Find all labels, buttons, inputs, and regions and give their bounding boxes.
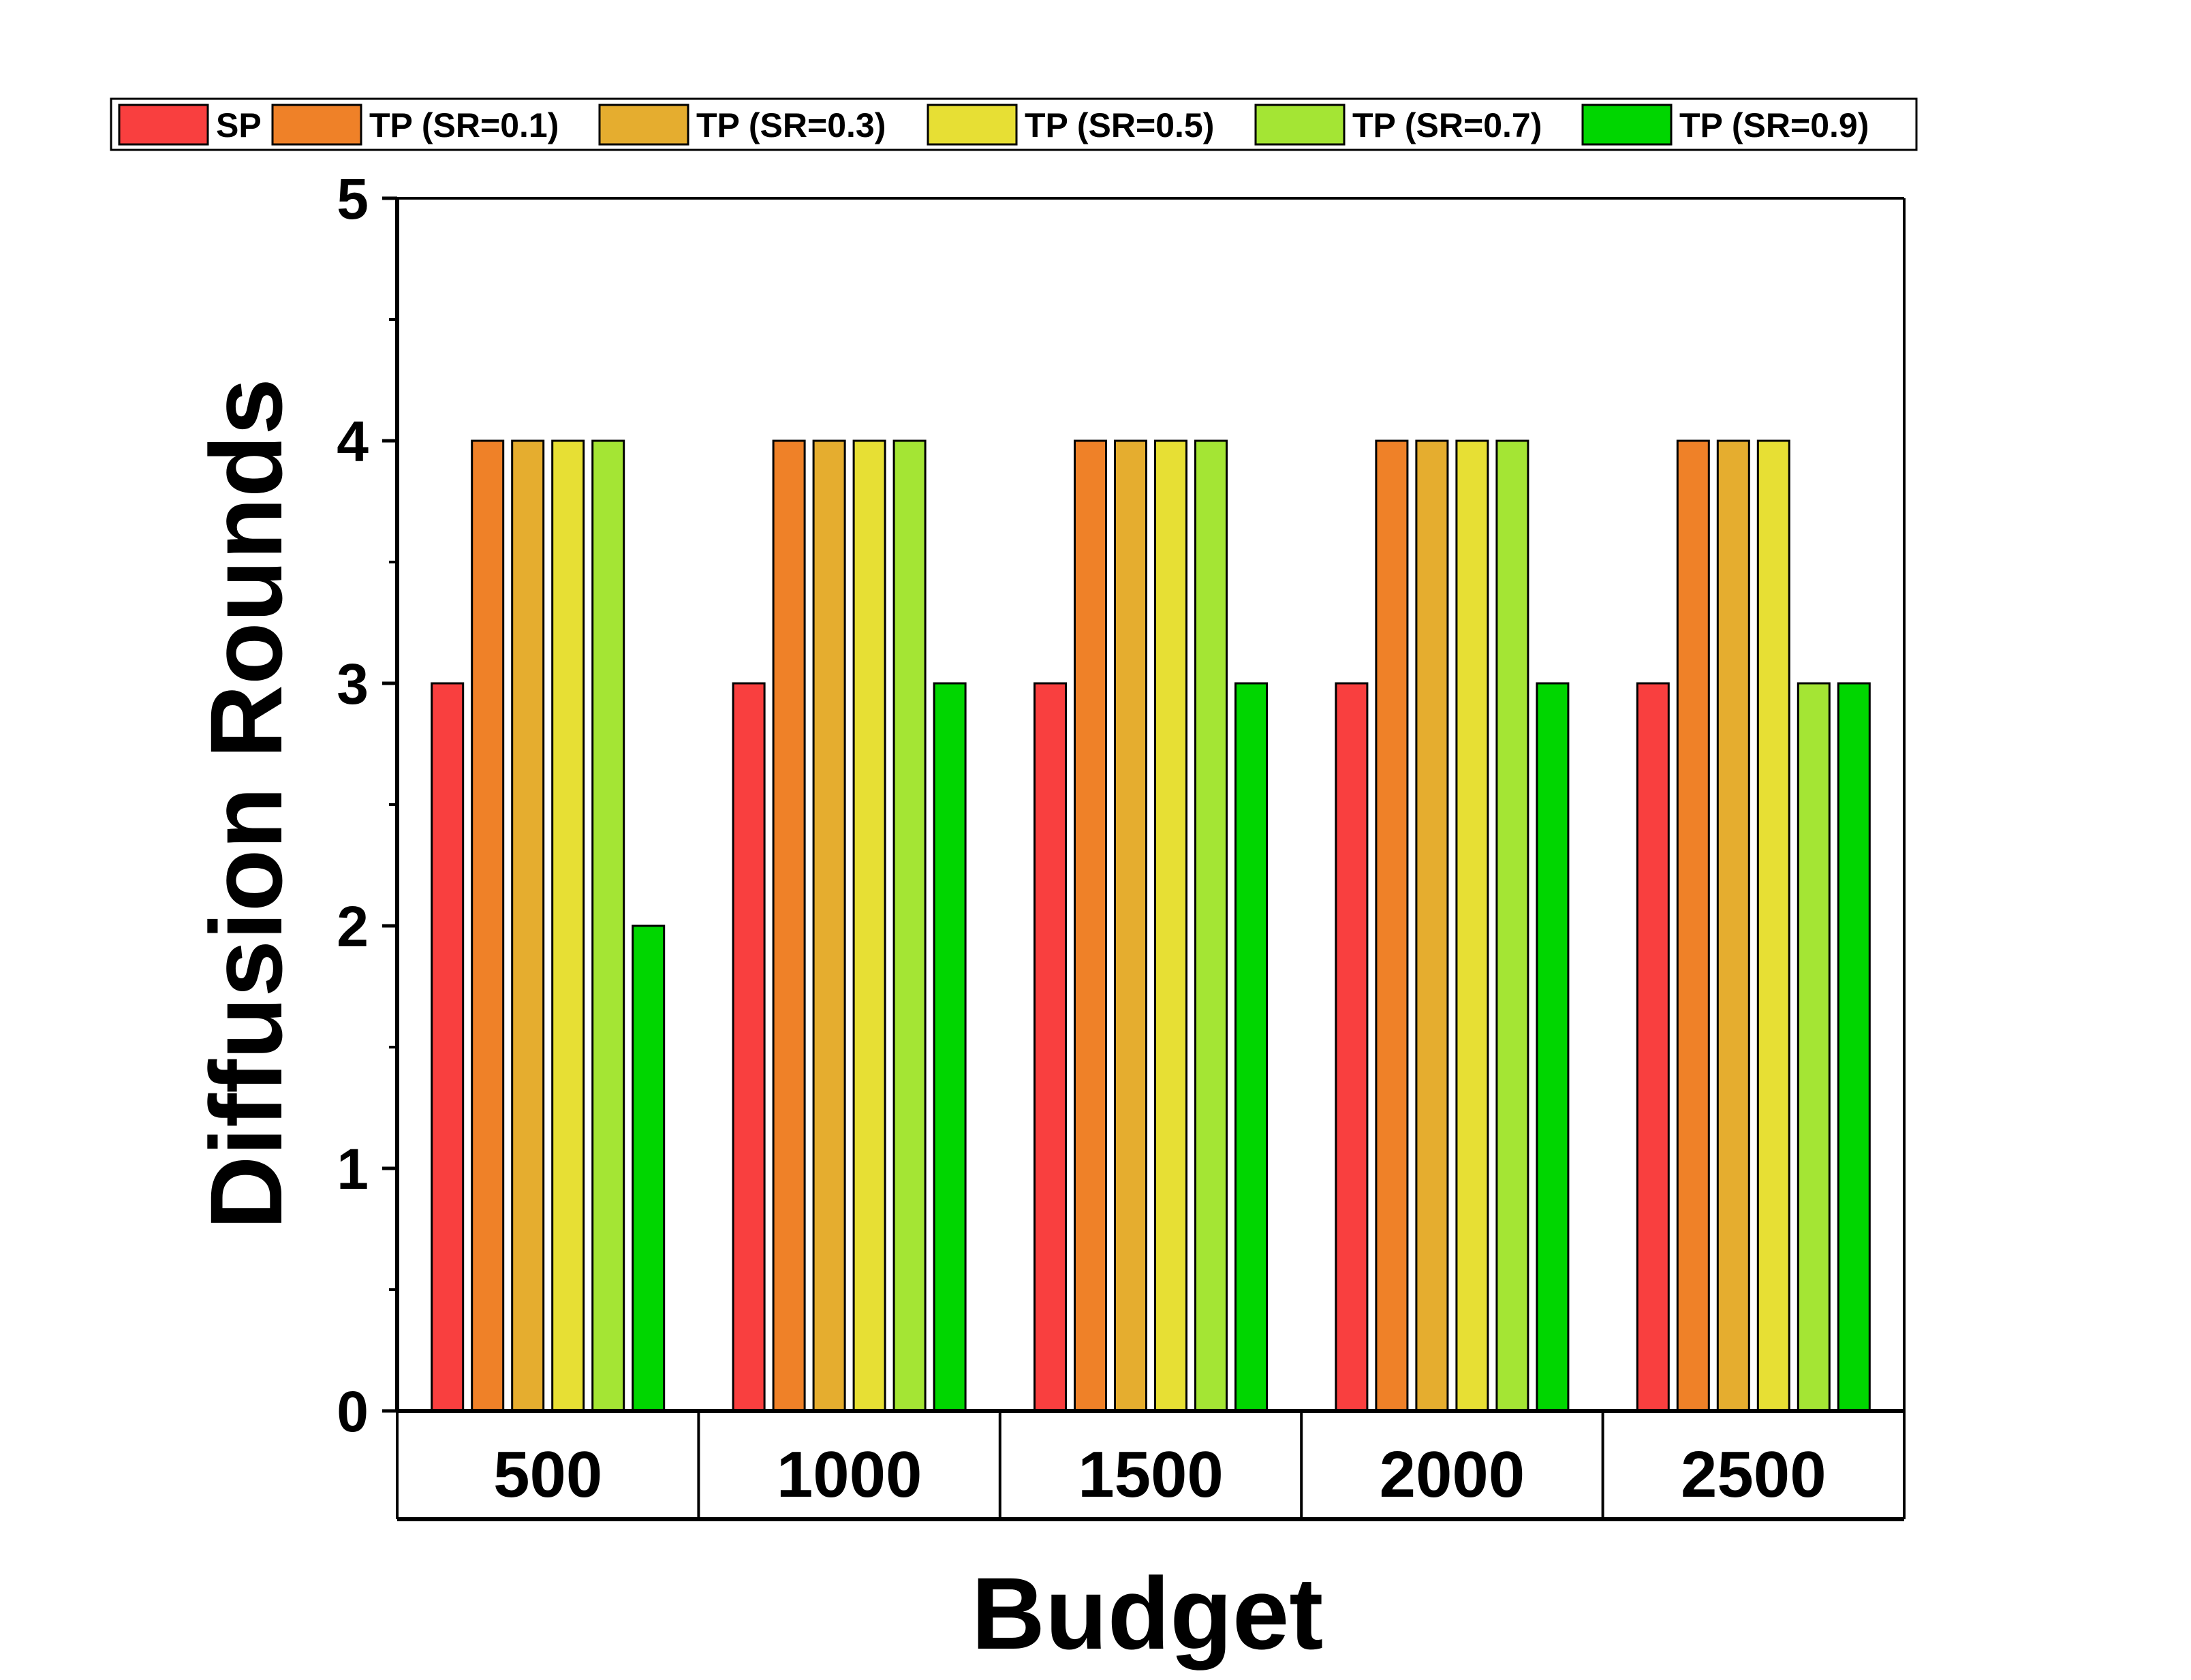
legend-swatch [598, 104, 689, 146]
axes: 500 1000 1500 2000 2500 0 1 2 3 4 5 [337, 167, 1906, 1521]
bar-2500-tp-sr-0-3 [1716, 439, 1750, 1412]
bar-500-tp-sr-0-1 [471, 439, 505, 1412]
bar-2000-tp-sr-0-7 [1495, 439, 1529, 1412]
y-axis-label: Diffusion Rounds [189, 378, 303, 1230]
bar-2500-tp-sr-0-5 [1756, 439, 1790, 1412]
bar-500-sp [431, 682, 465, 1412]
bar-2500-tp-sr-0-9 [1837, 682, 1871, 1412]
y-tick-label: 4 [337, 409, 369, 473]
bar-1000-sp [732, 682, 766, 1412]
legend-swatch [1254, 104, 1346, 146]
x-tick-label: 1500 [1078, 1438, 1224, 1511]
bar-2000-tp-sr-0-5 [1455, 439, 1489, 1412]
x-tick-label: 500 [493, 1438, 602, 1511]
bar-2000-sp [1335, 682, 1369, 1412]
bar-2000-tp-sr-0-1 [1375, 439, 1409, 1412]
bars [431, 439, 1871, 1412]
bar-1500-sp [1034, 682, 1067, 1412]
bar-500-tp-sr-0-7 [591, 439, 625, 1412]
legend: SP TP (SR=0.1) TP (SR=0.3) TP (SR=0.5) TP (S… [110, 97, 1918, 151]
bar-500-tp-sr-0-5 [551, 439, 585, 1412]
x-tick-label: 2500 [1681, 1438, 1827, 1511]
y-tick-label: 5 [337, 167, 369, 231]
y-tick-label: 1 [337, 1137, 369, 1201]
legend-label: TP (SR=0.7) [1352, 106, 1542, 144]
bar-500-tp-sr-0-3 [511, 439, 545, 1412]
y-tick-label: 2 [337, 895, 369, 959]
x-tick-label: 1000 [777, 1438, 922, 1511]
bar-2000-tp-sr-0-9 [1536, 682, 1570, 1412]
bar-500-tp-sr-0-9 [632, 924, 666, 1412]
bar-1500-tp-sr-0-1 [1074, 439, 1107, 1412]
legend-swatch [927, 104, 1018, 146]
bar-2500-tp-sr-0-7 [1797, 682, 1831, 1412]
legend-label: TP (SR=0.9) [1679, 106, 1869, 144]
legend-swatch [271, 104, 362, 146]
legend-label: TP (SR=0.1) [369, 106, 559, 144]
bar-1000-tp-sr-0-3 [812, 439, 846, 1412]
bar-1000-tp-sr-0-9 [933, 682, 967, 1412]
bar-1500-tp-sr-0-9 [1234, 682, 1268, 1412]
bar-1000-tp-sr-0-5 [852, 439, 886, 1412]
x-tick-label: 2000 [1380, 1438, 1525, 1511]
bar-2000-tp-sr-0-3 [1415, 439, 1449, 1412]
bar-1000-tp-sr-0-7 [892, 439, 927, 1412]
y-tick-label: 0 [337, 1380, 369, 1444]
y-tick-label: 3 [337, 652, 369, 716]
legend-label: TP (SR=0.5) [1025, 106, 1214, 144]
bar-1500-tp-sr-0-5 [1154, 439, 1187, 1412]
bar-2500-tp-sr-0-1 [1676, 439, 1710, 1412]
legend-label: SP [216, 106, 262, 144]
bar-1500-tp-sr-0-7 [1194, 439, 1228, 1412]
legend-swatch [1581, 104, 1673, 146]
bar-1000-tp-sr-0-1 [772, 439, 806, 1412]
bar-1500-tp-sr-0-3 [1114, 439, 1147, 1412]
legend-swatch [118, 104, 209, 146]
legend-label: TP (SR=0.3) [696, 106, 886, 144]
x-axis-label: Budget [972, 1556, 1324, 1670]
bar-2500-sp [1636, 682, 1670, 1412]
